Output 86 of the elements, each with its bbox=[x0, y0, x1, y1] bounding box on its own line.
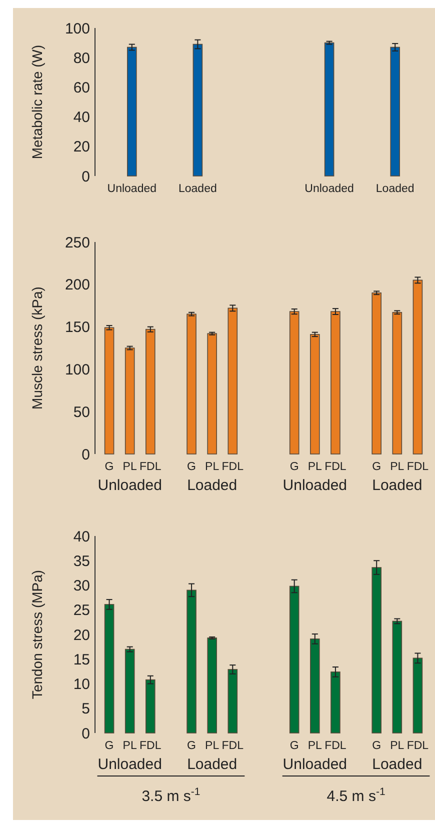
y-tick-label: 40 bbox=[73, 109, 90, 126]
x-tick-label: G bbox=[290, 461, 299, 473]
y-tick-label: 15 bbox=[73, 651, 90, 668]
text: Loaded bbox=[372, 756, 422, 773]
x-tick-label: G bbox=[187, 740, 196, 752]
x-tick-label: FDL bbox=[140, 740, 162, 752]
y-tick-label: 30 bbox=[73, 578, 90, 594]
text: Unloaded bbox=[282, 756, 348, 773]
x-tick-label: FDL bbox=[406, 740, 430, 752]
bar bbox=[124, 348, 135, 454]
text: 3.5 m s$^{-1}$ bbox=[142, 786, 200, 805]
bar bbox=[310, 638, 320, 734]
x-tick-label: FDL bbox=[140, 461, 162, 473]
y-tick-label: 60 bbox=[73, 79, 90, 96]
bar bbox=[228, 308, 238, 454]
y-axis-title: Muscle stress (kPa) bbox=[29, 286, 45, 410]
bar bbox=[124, 648, 135, 734]
x-tick-label: Loaded bbox=[178, 183, 217, 195]
y-tick-label: 0 bbox=[82, 168, 90, 186]
x-tick-label: PL bbox=[122, 740, 138, 752]
x-tick-label: G bbox=[104, 740, 114, 752]
x-tick-label: PL bbox=[308, 461, 323, 473]
x-tick-label: Unloaded bbox=[107, 183, 157, 195]
y-tick-label: 0 bbox=[82, 725, 90, 742]
text: Loaded bbox=[187, 756, 238, 773]
y-axis-title: Metabolic rate (W) bbox=[29, 44, 45, 160]
bar bbox=[330, 311, 340, 454]
x-tick-label: Unloaded bbox=[304, 183, 354, 195]
x-tick-label: PL bbox=[390, 461, 405, 473]
y-tick-label: 100 bbox=[64, 20, 90, 38]
bar bbox=[412, 280, 423, 454]
y-tick-label: 35 bbox=[73, 552, 90, 570]
x-tick-label: G bbox=[290, 740, 299, 752]
y-tick-label: 100 bbox=[64, 361, 90, 378]
bar bbox=[372, 292, 382, 454]
text: 4.5 m s$^{-1}$ bbox=[326, 786, 386, 805]
y-tick-label: 250 bbox=[64, 234, 90, 252]
bar bbox=[289, 586, 300, 734]
y-tick-label: 80 bbox=[73, 50, 90, 67]
bar bbox=[104, 327, 114, 454]
text: Unloaded bbox=[98, 756, 162, 773]
bar bbox=[146, 679, 156, 734]
x-tick-label: G bbox=[187, 461, 196, 473]
bar bbox=[186, 590, 196, 734]
bar bbox=[186, 314, 196, 454]
y-tick-label: 20 bbox=[73, 138, 90, 156]
text: Unloaded bbox=[98, 477, 162, 494]
x-tick-label: PL bbox=[122, 461, 138, 473]
text: Loaded bbox=[187, 477, 238, 494]
bar bbox=[207, 638, 217, 734]
bar bbox=[392, 312, 402, 454]
x-tick-label: Loaded bbox=[376, 183, 414, 195]
y-tick-label: 20 bbox=[73, 626, 90, 644]
y-axis-title: Tendon stress (MPa) bbox=[29, 570, 45, 700]
x-tick-label: FDL bbox=[324, 461, 347, 473]
x-tick-label: FDL bbox=[324, 740, 347, 752]
x-tick-label: PL bbox=[390, 740, 405, 752]
y-tick-label: 10 bbox=[73, 676, 90, 693]
x-tick-label: G bbox=[372, 740, 382, 752]
x-tick-label: FDL bbox=[222, 740, 244, 752]
text: Loaded bbox=[372, 477, 422, 494]
y-tick-label: 200 bbox=[64, 276, 90, 294]
bar bbox=[330, 672, 340, 734]
y-tick-label: 150 bbox=[64, 319, 90, 336]
bar bbox=[392, 620, 402, 734]
y-tick-label: 0 bbox=[82, 446, 90, 464]
x-tick-label: G bbox=[104, 461, 114, 473]
text: Unloaded bbox=[282, 477, 348, 494]
x-tick-label: FDL bbox=[406, 461, 430, 473]
bar bbox=[104, 604, 114, 734]
x-tick-label: G bbox=[372, 461, 382, 473]
y-tick-label: 50 bbox=[73, 404, 90, 421]
bar bbox=[372, 567, 382, 734]
x-tick-label: PL bbox=[308, 740, 323, 752]
y-tick-label: 5 bbox=[82, 700, 90, 718]
x-tick-label: PL bbox=[205, 740, 220, 752]
bar bbox=[228, 669, 238, 734]
bar bbox=[412, 658, 423, 734]
x-tick-label: FDL bbox=[222, 461, 244, 473]
bar bbox=[207, 333, 217, 454]
bar bbox=[146, 328, 156, 454]
y-tick-label: 40 bbox=[73, 528, 90, 546]
bar bbox=[310, 334, 320, 454]
y-tick-label: 25 bbox=[73, 602, 90, 620]
x-tick-label: PL bbox=[205, 461, 220, 473]
bar bbox=[289, 311, 300, 454]
